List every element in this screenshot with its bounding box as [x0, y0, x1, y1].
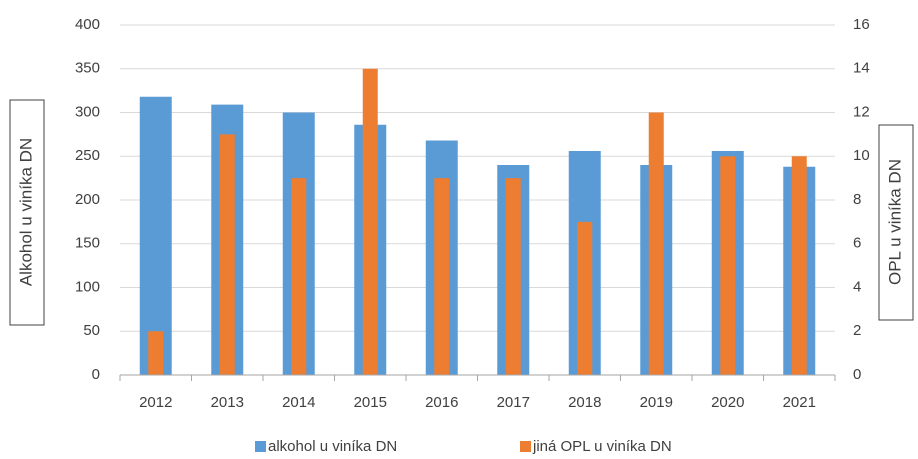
y-tick-label: 50 [83, 322, 100, 339]
y-tick-label: 150 [75, 235, 100, 252]
bar [505, 178, 521, 375]
bar [791, 156, 807, 375]
y2-label-box [878, 124, 914, 321]
bar [362, 68, 378, 375]
y-label-box [9, 99, 45, 326]
y2-tick-label: 0 [853, 366, 861, 383]
bar [148, 331, 164, 375]
y2-tick-label: 8 [853, 191, 861, 208]
y-tick-label: 250 [75, 147, 100, 164]
y2-tick-label: 10 [853, 147, 870, 164]
x-tick-label: 2016 [425, 394, 458, 411]
bar [219, 134, 235, 375]
x-tick-label: 2014 [282, 394, 315, 411]
x-tick-label: 2019 [640, 394, 673, 411]
y2-tick-label: 4 [853, 278, 861, 295]
y2-tick-label: 6 [853, 235, 861, 252]
bar [577, 221, 593, 375]
x-tick-label: 2013 [211, 394, 244, 411]
legend-swatch [255, 441, 266, 452]
x-tick-label: 2021 [783, 394, 816, 411]
bar [139, 96, 172, 375]
y-tick-label: 100 [75, 278, 100, 295]
x-tick-label: 2015 [354, 394, 387, 411]
x-tick-label: 2017 [497, 394, 530, 411]
y2-tick-label: 14 [853, 60, 870, 77]
y-tick-label: 200 [75, 191, 100, 208]
x-tick-label: 2012 [139, 394, 172, 411]
y2-axis-label: OPL u viníka DN [885, 159, 904, 285]
x-tick-label: 2020 [711, 394, 744, 411]
y2-tick-label: 2 [853, 322, 861, 339]
y-tick-label: 350 [75, 60, 100, 77]
y2-tick-label: 16 [853, 16, 870, 33]
y-tick-label: 300 [75, 103, 100, 120]
bar [648, 112, 664, 375]
y-axis-label: Alkohol u viníka DN [16, 138, 35, 286]
bar [720, 156, 736, 375]
y-tick-label: 0 [92, 366, 100, 383]
x-tick-label: 2018 [568, 394, 601, 411]
bar [434, 178, 450, 375]
bar [291, 178, 307, 375]
legend-label: jiná OPL u viníka DN [532, 438, 672, 455]
y2-tick-label: 12 [853, 103, 870, 120]
y-tick-label: 400 [75, 16, 100, 33]
legend-swatch [520, 441, 531, 452]
legend-label: alkohol u viníka DN [268, 438, 397, 455]
